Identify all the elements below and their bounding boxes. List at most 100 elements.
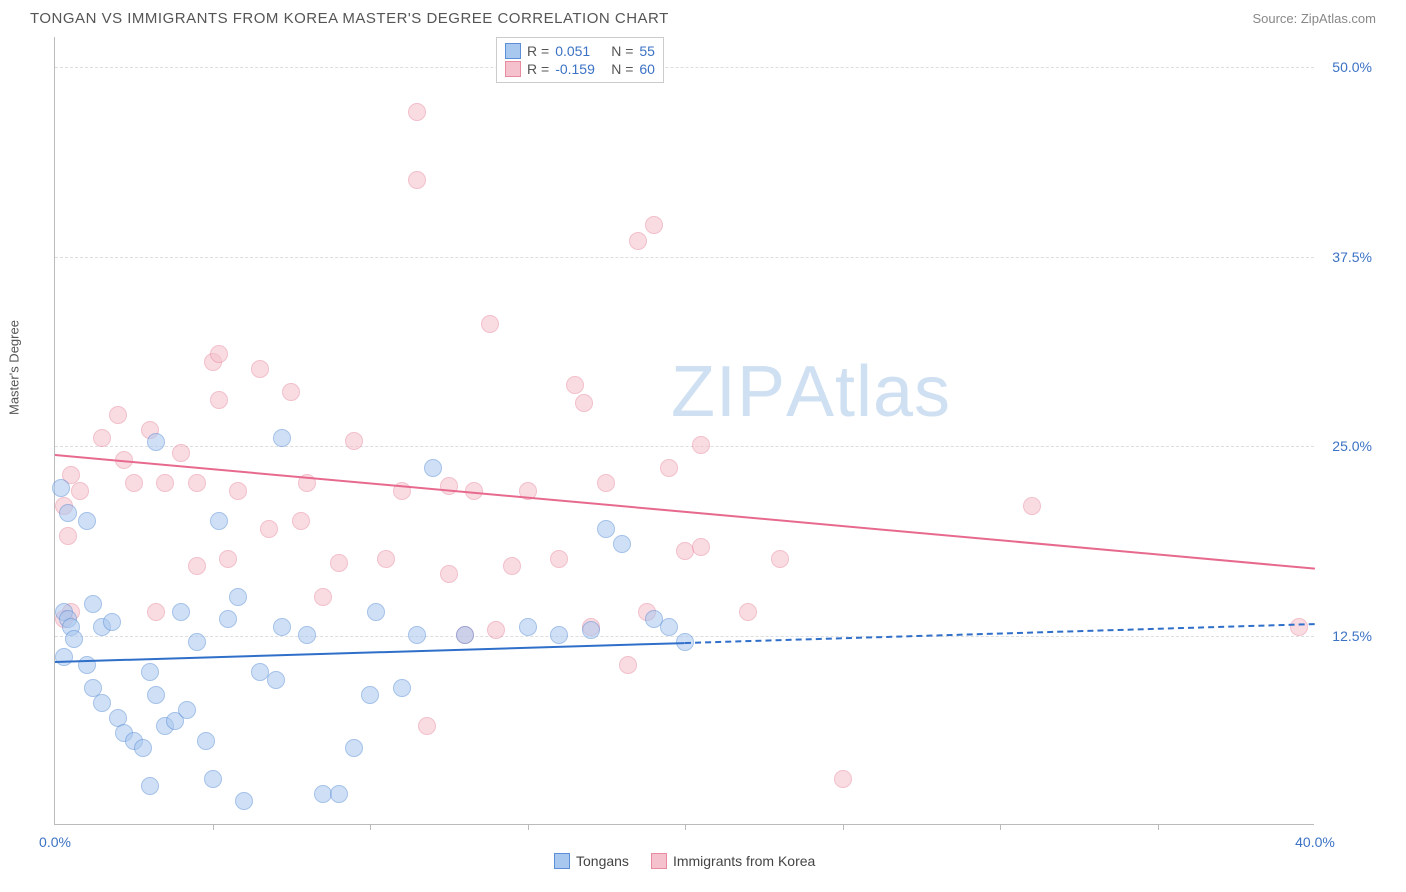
data-point (481, 315, 499, 333)
y-axis-label: Master's Degree (7, 320, 22, 415)
data-point (52, 479, 70, 497)
data-point (59, 527, 77, 545)
legend-swatch (505, 43, 521, 59)
watermark-atlas: Atlas (786, 352, 951, 432)
data-point (418, 717, 436, 735)
data-point (550, 626, 568, 644)
data-point (78, 512, 96, 530)
data-point (393, 679, 411, 697)
x-tick (370, 824, 371, 830)
data-point (178, 701, 196, 719)
legend-item: Tongans (554, 853, 629, 869)
chart-container: Master's Degree ZIPAtlas R =0.051N =55R … (30, 31, 1376, 879)
data-point (424, 459, 442, 477)
data-point (197, 732, 215, 750)
data-point (59, 504, 77, 522)
data-point (367, 603, 385, 621)
data-point (692, 436, 710, 454)
data-point (834, 770, 852, 788)
data-point (219, 610, 237, 628)
data-point (519, 618, 537, 636)
legend-label: Tongans (576, 853, 629, 869)
data-point (361, 686, 379, 704)
x-tick (1000, 824, 1001, 830)
data-point (613, 535, 631, 553)
data-point (1290, 618, 1308, 636)
x-tick-label: 0.0% (39, 834, 71, 850)
data-point (273, 618, 291, 636)
data-point (282, 383, 300, 401)
data-point (440, 565, 458, 583)
data-point (597, 520, 615, 538)
data-point (739, 603, 757, 621)
data-point (550, 550, 568, 568)
chart-title: TONGAN VS IMMIGRANTS FROM KOREA MASTER'S… (30, 10, 669, 27)
data-point (210, 391, 228, 409)
source-link[interactable]: ZipAtlas.com (1301, 11, 1376, 26)
x-tick (685, 824, 686, 830)
y-tick-label: 25.0% (1322, 438, 1372, 454)
legend-row: R =0.051N =55 (505, 42, 655, 60)
data-point (147, 433, 165, 451)
data-point (188, 557, 206, 575)
data-point (440, 477, 458, 495)
data-point (188, 474, 206, 492)
data-point (314, 588, 332, 606)
data-point (692, 538, 710, 556)
data-point (377, 550, 395, 568)
legend-swatch (651, 853, 667, 869)
legend-label: Immigrants from Korea (673, 853, 815, 869)
plot-area: ZIPAtlas R =0.051N =55R =-0.159N =60 12.… (54, 37, 1314, 825)
data-point (103, 613, 121, 631)
data-point (292, 512, 310, 530)
data-point (330, 554, 348, 572)
data-point (134, 739, 152, 757)
x-tick-label: 40.0% (1295, 834, 1335, 850)
data-point (503, 557, 521, 575)
data-point (408, 626, 426, 644)
data-point (156, 474, 174, 492)
source-prefix: Source: (1252, 11, 1300, 26)
data-point (771, 550, 789, 568)
y-tick-label: 37.5% (1322, 249, 1372, 265)
data-point (93, 429, 111, 447)
gridline (55, 67, 1314, 68)
data-point (597, 474, 615, 492)
data-point (582, 621, 600, 639)
data-point (210, 512, 228, 530)
y-tick-label: 12.5% (1322, 628, 1372, 644)
data-point (188, 633, 206, 651)
data-point (251, 360, 269, 378)
data-point (109, 406, 127, 424)
gridline (55, 446, 1314, 447)
data-point (629, 232, 647, 250)
data-point (408, 171, 426, 189)
data-point (210, 345, 228, 363)
watermark: ZIPAtlas (671, 351, 951, 433)
data-point (172, 603, 190, 621)
data-point (619, 656, 637, 674)
series-legend: Tongans Immigrants from Korea (554, 853, 815, 869)
data-point (229, 482, 247, 500)
data-point (93, 694, 111, 712)
data-point (298, 626, 316, 644)
legend-item: Immigrants from Korea (651, 853, 815, 869)
data-point (1023, 497, 1041, 515)
data-point (141, 663, 159, 681)
data-point (147, 686, 165, 704)
data-point (408, 103, 426, 121)
data-point (141, 777, 159, 795)
legend-row: R =-0.159N =60 (505, 60, 655, 78)
y-tick-label: 50.0% (1322, 59, 1372, 75)
data-point (345, 739, 363, 757)
x-tick (213, 824, 214, 830)
trend-line (685, 623, 1315, 644)
data-point (235, 792, 253, 810)
data-point (204, 770, 222, 788)
watermark-zip: ZIP (671, 352, 786, 432)
x-tick (1158, 824, 1159, 830)
data-point (219, 550, 237, 568)
data-point (147, 603, 165, 621)
data-point (260, 520, 278, 538)
legend-swatch (505, 61, 521, 77)
